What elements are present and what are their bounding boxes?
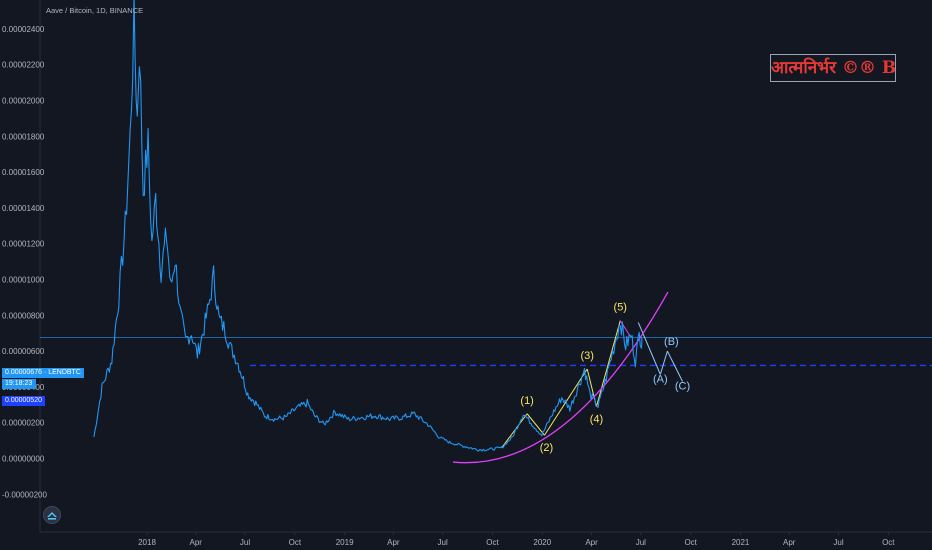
y-tick-label: 0.00001400 <box>2 204 45 213</box>
y-tick-label: 0.00002000 <box>2 97 45 106</box>
y-tick-label: 0.00001200 <box>2 240 45 249</box>
tradingview-logo-icon[interactable] <box>43 506 61 524</box>
wave-label: (C) <box>675 381 690 393</box>
wave-label: (A) <box>653 373 668 385</box>
x-tick-label: Apr <box>387 538 400 547</box>
level-layer <box>40 337 932 367</box>
impulse-wave-segment <box>526 413 545 436</box>
x-tick-label: 2018 <box>138 538 156 547</box>
dashed-level-tag: 0.00000520 <box>2 396 45 406</box>
corrective-wave-segment <box>659 350 668 375</box>
wave-label: (5) <box>614 302 627 314</box>
watermark-label: आत्मनिर्भर ©® B <box>770 54 896 82</box>
x-tick-label: Jul <box>833 538 843 547</box>
x-tick-label: Jul <box>636 538 646 547</box>
series-layer <box>93 0 643 452</box>
x-tick-label: Apr <box>783 538 796 547</box>
x-tick-label: Apr <box>190 538 203 547</box>
corrective-wave-segment <box>666 350 683 382</box>
last-price-tag: 0.00000676 · LENDBTC <box>2 368 84 378</box>
countdown-tag: 19:18:23 <box>2 379 36 389</box>
x-tick-label: Oct <box>486 538 499 547</box>
price-series-line <box>93 0 643 452</box>
y-tick-label: 0.00001000 <box>2 276 45 285</box>
x-tick-label: Oct <box>289 538 302 547</box>
logo-glyph-icon <box>47 512 57 520</box>
x-axis: 2018 Apr Jul Oct 2019 Apr Jul Oct 2020 Apr Jul Oct 2… <box>138 532 895 547</box>
wave-label: (1) <box>520 395 533 407</box>
annotation-layer: (1) (2) (3) (4) (5) (A) (B) (C) <box>520 302 690 455</box>
y-tick-label: 0.00002200 <box>2 61 45 70</box>
x-tick-label: Apr <box>585 538 598 547</box>
impulse-wave-segment <box>595 320 621 407</box>
drawing-layer <box>452 291 683 464</box>
x-tick-label: Jul <box>240 538 250 547</box>
x-tick-label: 2020 <box>533 538 551 547</box>
y-tick-label: 0.00000600 <box>2 347 45 356</box>
wave-label: (B) <box>664 336 679 348</box>
y-tick-label: 0.00000800 <box>2 311 45 320</box>
corrective-wave-segment <box>637 322 661 375</box>
y-axis: 0.000026000.000024000.000022000.00002000… <box>2 25 47 499</box>
impulse-wave-segment <box>501 413 528 449</box>
x-tick-label: 2019 <box>336 538 354 547</box>
wave-label: (2) <box>540 442 553 454</box>
grid-layer <box>39 0 932 533</box>
x-tick-label: 2021 <box>732 538 750 547</box>
wave-label: (4) <box>590 414 603 426</box>
y-tick-label: 0.00000200 <box>2 419 45 428</box>
x-tick-label: Oct <box>684 538 697 547</box>
parabolic-curve <box>452 291 669 464</box>
x-tick-label: Oct <box>882 538 895 547</box>
y-tick-label: 0.00000000 <box>2 455 45 464</box>
x-tick-label: Jul <box>438 538 448 547</box>
symbol-title: Aave / Bitcoin, 1D, BINANCE <box>46 6 144 15</box>
y-tick-label: 0.00001800 <box>2 132 45 141</box>
wave-label: (3) <box>581 350 594 362</box>
y-tick-label: -0.00000200 <box>2 490 47 499</box>
y-tick-label: 0.00002400 <box>2 25 45 34</box>
y-tick-label: 0.00001600 <box>2 168 45 177</box>
